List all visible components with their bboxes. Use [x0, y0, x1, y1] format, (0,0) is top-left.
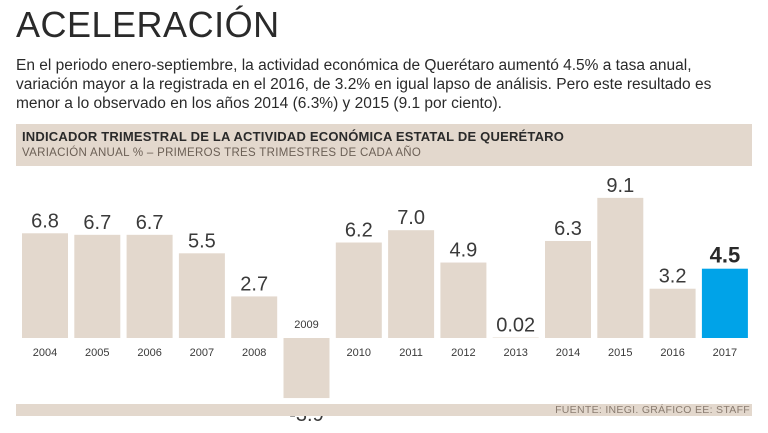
category-label-2006: 2006: [137, 347, 161, 359]
bar-2004: [22, 233, 68, 338]
category-label-2005: 2005: [85, 347, 109, 359]
chart-header: INDICADOR TRIMESTRAL DE LA ACTIVIDAD ECO…: [16, 124, 752, 166]
value-label-2013: 0.02: [496, 315, 535, 337]
category-label-2016: 2016: [660, 347, 684, 359]
value-label-2008: 2.7: [240, 273, 268, 295]
value-label-2011: 7.0: [397, 207, 425, 229]
chart-title: INDICADOR TRIMESTRAL DE LA ACTIVIDAD ECO…: [22, 129, 565, 144]
value-label-2015: 9.1: [606, 175, 634, 197]
value-label-2006: 6.7: [136, 212, 164, 234]
bar-2007: [178, 253, 225, 338]
bar-2013: [492, 337, 539, 338]
category-label-2015: 2015: [608, 347, 632, 359]
value-label-2007: 5.5: [188, 230, 216, 252]
category-label-2009: 2009: [294, 319, 318, 331]
category-label-2017: 2017: [713, 347, 737, 359]
category-label-2012: 2012: [451, 347, 475, 359]
category-label-2007: 2007: [190, 347, 214, 359]
page-title: ACELERACIÓN: [16, 4, 280, 45]
bar-2017: [701, 268, 748, 338]
value-label-2010: 6.2: [345, 220, 373, 242]
bar-2015: [597, 197, 644, 338]
value-label-2017: 4.5: [710, 243, 741, 268]
bar-2012: [440, 262, 487, 338]
category-label-2004: 2004: [33, 347, 57, 359]
category-label-2010: 2010: [347, 347, 371, 359]
value-label-2005: 6.7: [83, 212, 111, 234]
value-label-2012: 4.9: [449, 240, 477, 262]
value-label-2004: 6.8: [31, 210, 59, 232]
bar-2008: [231, 296, 278, 338]
category-label-2008: 2008: [242, 347, 266, 359]
chart-subtitle: VARIACIÓN ANUAL % – PRIMEROS TRES TRIMES…: [22, 147, 422, 159]
intro-paragraph: En el periodo enero-septiembre, la activ…: [16, 57, 712, 112]
value-label-2014: 6.3: [554, 218, 582, 240]
source-note: FUENTE: INEGI. GRÁFICO EE: STAFF: [555, 404, 750, 416]
bar-2016: [649, 288, 696, 338]
bar-2010: [335, 242, 382, 338]
value-label-2016: 3.2: [659, 266, 687, 288]
bar-2009: [283, 338, 330, 399]
category-label-2011: 2011: [399, 347, 423, 359]
bar-2014: [545, 240, 591, 338]
footer-band: [16, 404, 752, 416]
bar-2011: [388, 230, 435, 338]
bar-2005: [74, 234, 121, 338]
bar-2006: [126, 234, 173, 338]
category-label-2014: 2014: [556, 347, 580, 359]
category-label-2013: 2013: [503, 347, 527, 359]
